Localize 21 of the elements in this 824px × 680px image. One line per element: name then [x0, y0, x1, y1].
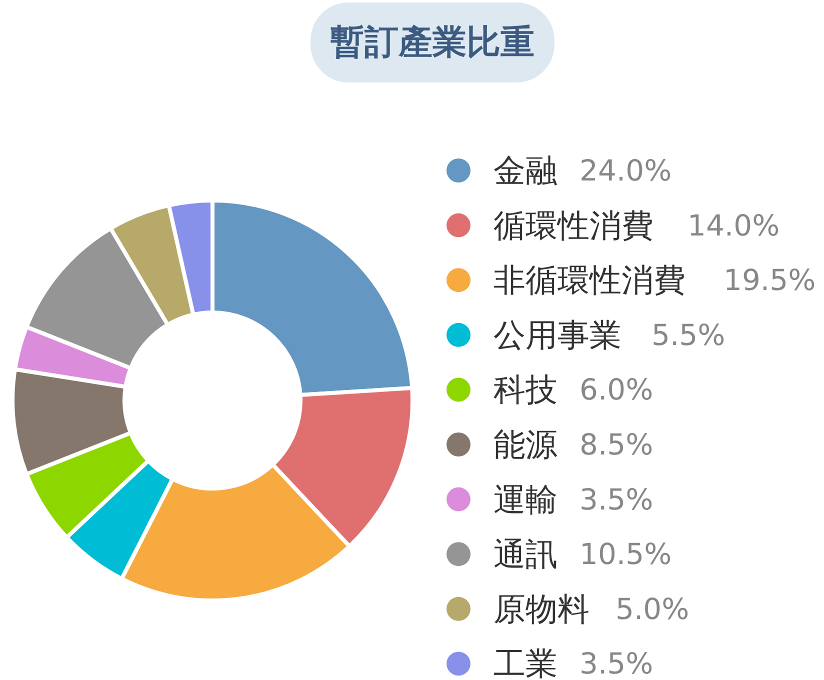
legend-label: 工業 — [494, 644, 558, 680]
data-label: 3.5% — [580, 482, 654, 516]
data-label: 10.5% — [580, 537, 672, 572]
data-label: 6.0% — [580, 372, 654, 407]
data-label: 3.5% — [580, 646, 654, 680]
legend-label: 公用事業 — [494, 316, 622, 354]
data-label: 19.5% — [724, 263, 816, 298]
legend-label: 金融 — [494, 152, 558, 190]
legend-label: 非循環性消費 — [494, 261, 686, 300]
chart-title: 暫訂產業比重 — [330, 22, 534, 62]
data-label: 5.0% — [616, 592, 690, 626]
legend-label: 運輸 — [494, 480, 558, 518]
legend-label: 科技 — [494, 370, 558, 409]
legend-label: 原物料 — [494, 590, 590, 628]
data-label: 14.0% — [688, 208, 780, 242]
data-label: 24.0% — [580, 154, 672, 188]
legend-label: 通訊 — [494, 535, 558, 574]
data-label: 8.5% — [580, 428, 654, 462]
legend-label: 能源 — [494, 426, 558, 464]
legend-label: 循環性消費 — [494, 206, 654, 244]
data-label: 5.5% — [652, 318, 726, 352]
